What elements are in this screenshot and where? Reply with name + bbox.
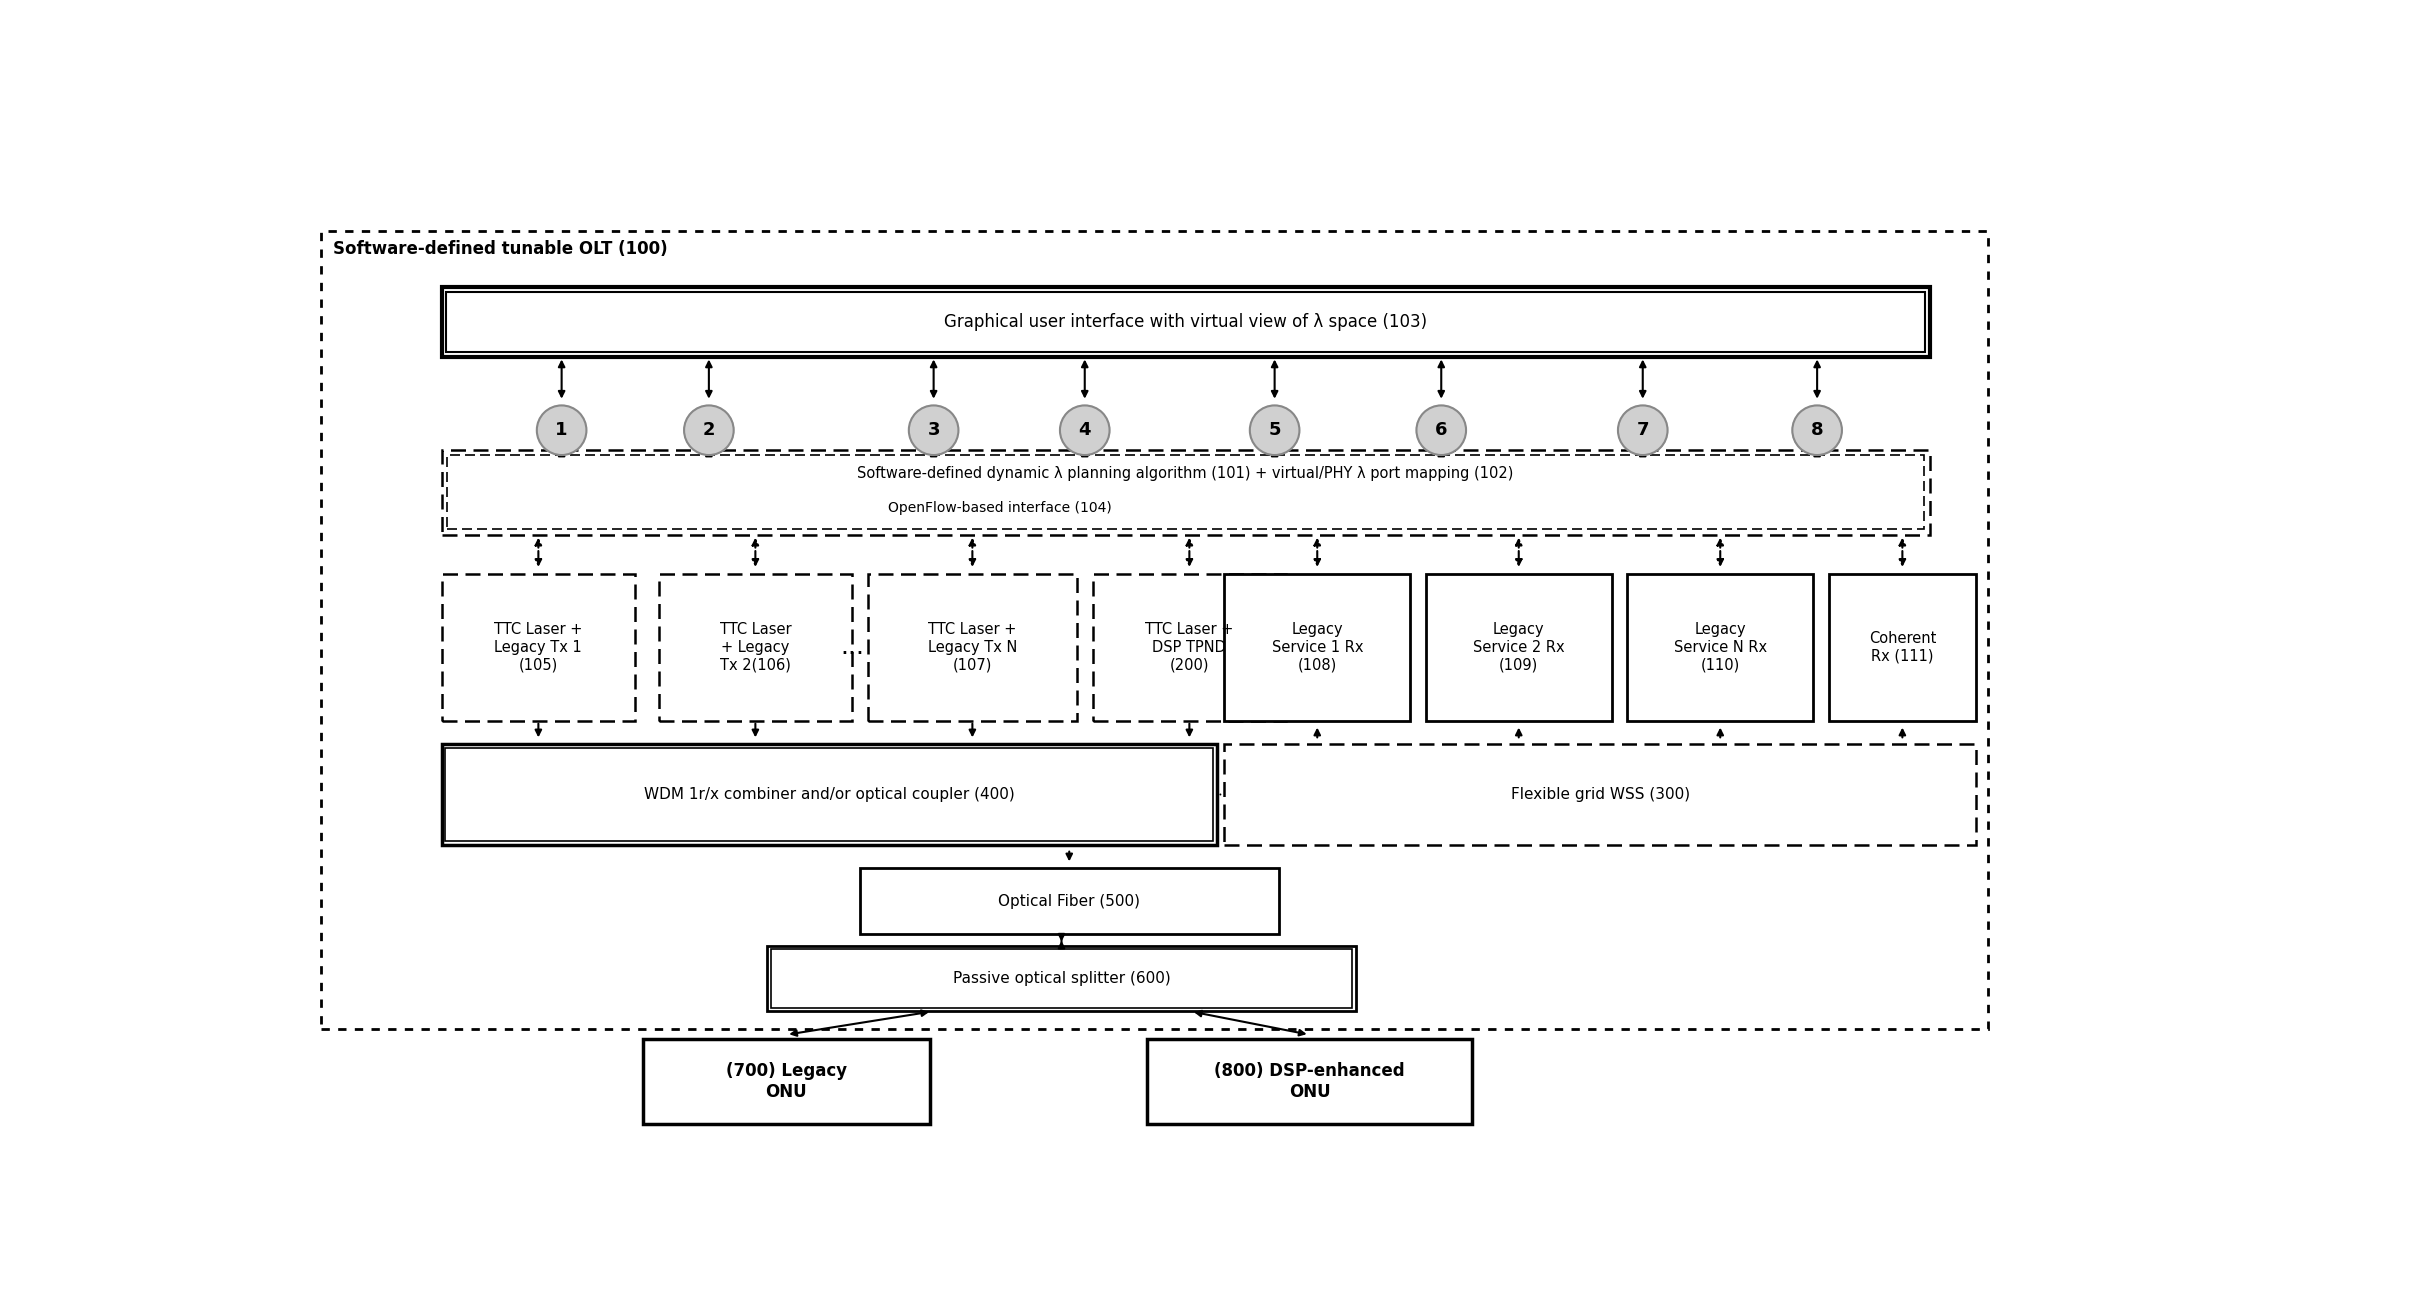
FancyArrowPatch shape: [1196, 1010, 1305, 1035]
FancyArrowPatch shape: [1082, 449, 1087, 457]
Circle shape: [1061, 406, 1109, 455]
Text: (700) Legacy
ONU: (700) Legacy ONU: [725, 1062, 848, 1101]
Text: TTC Laser
+ Legacy
Tx 2(106): TTC Laser + Legacy Tx 2(106): [720, 623, 790, 672]
FancyArrowPatch shape: [1640, 449, 1645, 457]
FancyBboxPatch shape: [321, 231, 1988, 1030]
FancyArrowPatch shape: [1438, 362, 1445, 397]
FancyArrowPatch shape: [1058, 934, 1065, 948]
Text: 5: 5: [1268, 422, 1280, 440]
Circle shape: [684, 406, 734, 455]
Text: Legacy
Service 2 Rx
(109): Legacy Service 2 Rx (109): [1474, 623, 1566, 672]
FancyArrowPatch shape: [536, 540, 541, 564]
FancyBboxPatch shape: [1829, 573, 1976, 721]
FancyArrowPatch shape: [969, 724, 976, 735]
FancyArrowPatch shape: [1814, 449, 1819, 457]
FancyArrowPatch shape: [705, 362, 713, 397]
Text: 7: 7: [1636, 422, 1650, 440]
Text: Legacy
Service 1 Rx
(108): Legacy Service 1 Rx (108): [1271, 623, 1363, 672]
FancyArrowPatch shape: [1065, 852, 1073, 859]
FancyArrowPatch shape: [754, 540, 759, 564]
FancyArrowPatch shape: [1314, 540, 1319, 564]
FancyBboxPatch shape: [442, 450, 1930, 534]
Circle shape: [536, 406, 587, 455]
FancyArrowPatch shape: [930, 362, 937, 397]
Text: TTC Laser +
Legacy Tx N
(107): TTC Laser + Legacy Tx N (107): [928, 623, 1017, 672]
FancyArrowPatch shape: [1186, 724, 1191, 735]
Text: Optical Fiber (500): Optical Fiber (500): [998, 894, 1140, 908]
FancyArrowPatch shape: [558, 449, 565, 457]
Text: ...: ...: [841, 636, 865, 659]
FancyArrowPatch shape: [1718, 540, 1723, 564]
FancyBboxPatch shape: [1148, 1039, 1471, 1124]
Text: (800) DSP-enhanced
ONU: (800) DSP-enhanced ONU: [1215, 1062, 1404, 1101]
FancyBboxPatch shape: [766, 946, 1355, 1012]
FancyBboxPatch shape: [860, 868, 1278, 934]
FancyArrowPatch shape: [1314, 730, 1319, 738]
Text: Software-defined dynamic λ planning algorithm (101) + virtual/PHY λ port mapping: Software-defined dynamic λ planning algo…: [858, 466, 1515, 481]
FancyArrowPatch shape: [1515, 730, 1522, 738]
Text: Flexible grid WSS (300): Flexible grid WSS (300): [1510, 787, 1689, 802]
FancyArrowPatch shape: [1718, 730, 1723, 738]
FancyArrowPatch shape: [536, 724, 541, 735]
FancyArrowPatch shape: [930, 449, 937, 457]
Text: Passive optical splitter (600): Passive optical splitter (600): [952, 971, 1169, 986]
Text: 6: 6: [1435, 422, 1447, 440]
Circle shape: [1416, 406, 1467, 455]
FancyArrowPatch shape: [558, 362, 565, 397]
FancyBboxPatch shape: [1628, 573, 1814, 721]
FancyBboxPatch shape: [442, 287, 1930, 357]
Circle shape: [1619, 406, 1667, 455]
Text: Software-defined tunable OLT (100): Software-defined tunable OLT (100): [333, 240, 667, 258]
Text: TTC Laser +
Legacy Tx 1
(105): TTC Laser + Legacy Tx 1 (105): [495, 623, 582, 672]
FancyBboxPatch shape: [442, 573, 635, 721]
FancyBboxPatch shape: [1425, 573, 1611, 721]
Text: 2: 2: [703, 422, 715, 440]
Text: 3: 3: [928, 422, 940, 440]
FancyBboxPatch shape: [1225, 573, 1411, 721]
FancyArrowPatch shape: [1271, 362, 1278, 397]
FancyBboxPatch shape: [643, 1039, 930, 1124]
FancyArrowPatch shape: [1271, 449, 1278, 457]
FancyArrowPatch shape: [1186, 540, 1191, 564]
FancyArrowPatch shape: [1515, 540, 1522, 564]
FancyArrowPatch shape: [1814, 362, 1819, 397]
FancyBboxPatch shape: [447, 455, 1923, 529]
FancyBboxPatch shape: [867, 573, 1078, 721]
Circle shape: [1249, 406, 1300, 455]
FancyArrowPatch shape: [792, 1010, 928, 1036]
Text: 8: 8: [1812, 422, 1824, 440]
FancyBboxPatch shape: [1092, 573, 1285, 721]
FancyBboxPatch shape: [442, 744, 1218, 844]
FancyArrowPatch shape: [1082, 362, 1087, 397]
FancyBboxPatch shape: [1225, 744, 1976, 844]
Text: 4: 4: [1078, 422, 1092, 440]
FancyBboxPatch shape: [660, 573, 853, 721]
Text: Legacy
Service N Rx
(110): Legacy Service N Rx (110): [1674, 623, 1766, 672]
FancyArrowPatch shape: [705, 449, 713, 457]
FancyArrowPatch shape: [1899, 540, 1906, 564]
FancyArrowPatch shape: [969, 540, 976, 564]
Text: Graphical user interface with virtual view of λ space (103): Graphical user interface with virtual vi…: [945, 313, 1428, 331]
FancyArrowPatch shape: [754, 724, 759, 735]
Circle shape: [1793, 406, 1841, 455]
Circle shape: [908, 406, 959, 455]
FancyArrowPatch shape: [1438, 449, 1445, 457]
Text: WDM 1r/x combiner and/or optical coupler (400): WDM 1r/x combiner and/or optical coupler…: [643, 787, 1015, 802]
Text: TTC Laser +
DSP TPND
(200): TTC Laser + DSP TPND (200): [1145, 623, 1235, 672]
Text: Coherent
Rx (111): Coherent Rx (111): [1868, 632, 1935, 664]
FancyArrowPatch shape: [1899, 730, 1906, 738]
Text: OpenFlow-based interface (104): OpenFlow-based interface (104): [887, 501, 1111, 515]
FancyArrowPatch shape: [1640, 362, 1645, 397]
Text: 1: 1: [556, 422, 568, 440]
